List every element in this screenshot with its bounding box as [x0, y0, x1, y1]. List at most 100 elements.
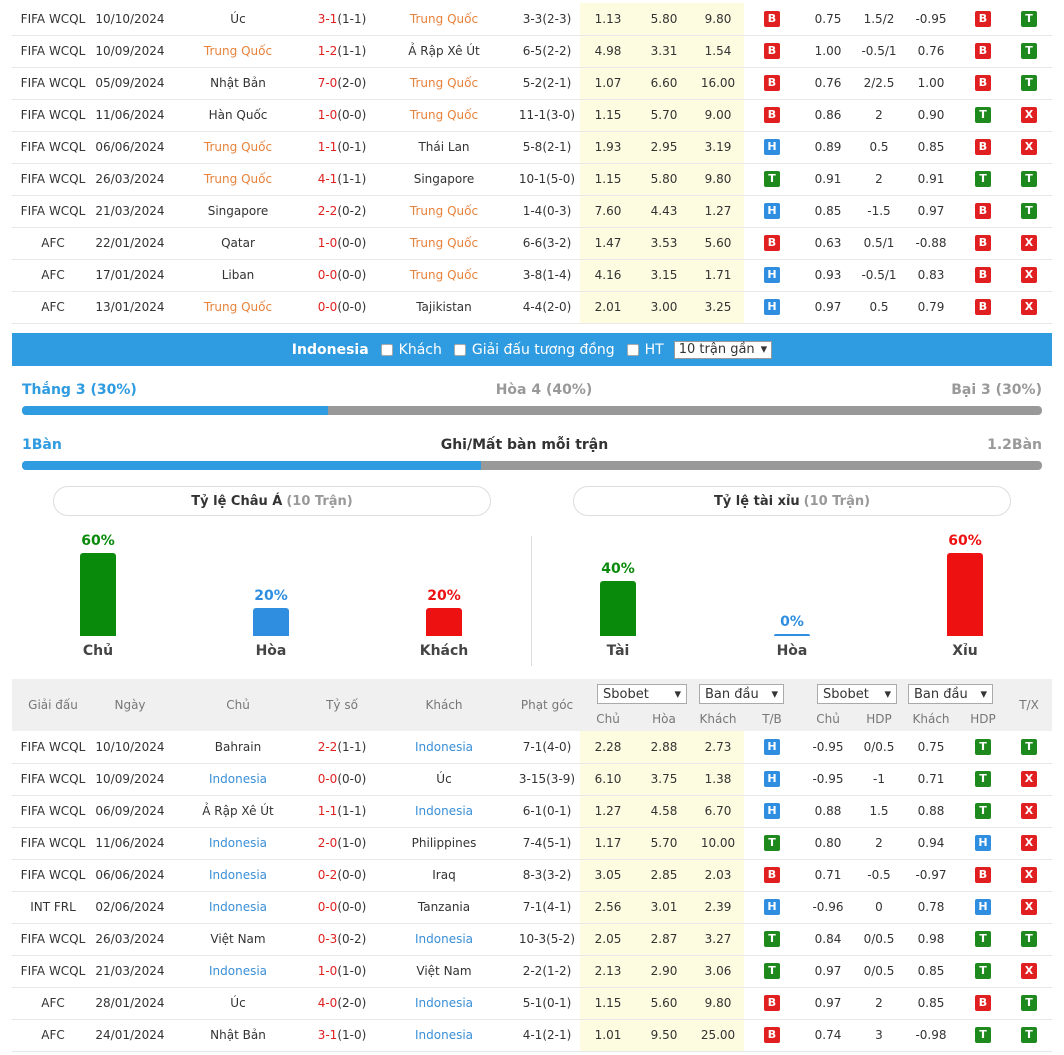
away-cell: Úc: [374, 763, 514, 796]
ou-odds-pill[interactable]: Tỷ lệ tài xỉu (10 Trận): [573, 486, 1011, 516]
hdp-result-cell: B: [960, 67, 1006, 100]
match-date: 02/06/2024: [95, 900, 165, 914]
ou-result-badge: T: [1021, 738, 1037, 755]
table-row: AFC 13/01/2024 Trung Quốc 0-0(0-0) Tajikista…: [12, 291, 1052, 324]
half-score: (0-0): [337, 268, 367, 282]
hdp-home-cell: 0.84: [800, 923, 856, 956]
hdp-away-cell: 0.85: [902, 955, 960, 988]
hdp-home: 1.00: [814, 44, 842, 58]
hdp-line: -0.5/1: [861, 44, 897, 58]
table-row: FIFA WCQL 11/06/2024 Hàn Quốc 1-0(0-0) Trung…: [12, 99, 1052, 132]
odds-draw: 5.80: [650, 172, 678, 186]
odds-away: 10.00: [700, 836, 736, 850]
odds-home-cell: 2.05: [580, 923, 636, 956]
away-cell: Indonesia: [374, 923, 514, 956]
result-badge: B: [764, 10, 780, 27]
hdp-away-cell: 0.83: [902, 259, 960, 292]
asia-odds-pill[interactable]: Tỷ lệ Châu Á (10 Trận): [53, 486, 491, 516]
ou-result-cell: X: [1006, 131, 1052, 164]
ht-checkbox[interactable]: [626, 343, 639, 356]
result-cell: B: [744, 99, 800, 132]
result-badge: H: [764, 771, 780, 787]
corner-score: 10-1(5-0): [518, 172, 576, 186]
chart-divider: [531, 536, 532, 666]
home-team: Bahrain: [214, 739, 262, 754]
odds-company-select[interactable]: Sbobet ▾: [597, 684, 687, 704]
corner-cell: 4-4(2-0): [514, 291, 580, 324]
hdp-result-cell: B: [960, 131, 1006, 164]
result-cell: H: [744, 291, 800, 324]
odds-home-cell: 1.17: [580, 827, 636, 860]
ou-result-cell: X: [1006, 763, 1052, 796]
odds-away-cell: 25.00: [692, 1019, 744, 1052]
full-score: 0-0: [317, 300, 338, 314]
hdr-hdp: HDP: [866, 712, 892, 726]
away-team: Trung Quốc: [409, 76, 479, 90]
match-date: 10/09/2024: [95, 772, 165, 786]
hdp-line: 0.5: [869, 300, 889, 314]
score-cell: 1-0(0-0): [310, 99, 374, 132]
full-score: 0-0: [317, 900, 338, 914]
odds-home: 1.15: [594, 172, 622, 186]
result-cell: H: [744, 195, 800, 228]
hdp-company-select[interactable]: Sbobet ▾: [817, 684, 897, 704]
hdp-line-cell: 1.5: [856, 795, 902, 828]
hdp-result-cell: T: [960, 1019, 1006, 1052]
hdp-result-badge: B: [975, 867, 991, 883]
hdr-odds-home: Chủ: [596, 712, 620, 726]
home-cell: Indonesia: [166, 859, 310, 892]
ou-result-cell: X: [1006, 259, 1052, 292]
odds-type-select[interactable]: Ban đầu ▾: [699, 684, 784, 704]
hdp-type-value: Ban đầu: [914, 686, 968, 702]
away-checkbox[interactable]: [380, 343, 393, 356]
away-cell: Philippines: [374, 827, 514, 860]
league-cell: FIFA WCQL: [12, 955, 94, 988]
home-cell: Qatar: [166, 227, 310, 260]
league-name: FIFA WCQL: [20, 204, 86, 218]
league-cell: FIFA WCQL: [12, 859, 94, 892]
ou-result-cell: T: [1006, 67, 1052, 100]
hdp-result-badge: H: [975, 835, 991, 851]
odds-home-cell: 1.27: [580, 795, 636, 828]
odds-home-cell: 3.05: [580, 859, 636, 892]
result-badge: B: [764, 107, 780, 123]
match-date: 06/09/2024: [95, 804, 165, 818]
league-name: FIFA WCQL: [20, 836, 86, 850]
hdp-result-badge: T: [975, 1027, 991, 1043]
hdp-home-cell: 1.00: [800, 35, 856, 68]
home-cell: Liban: [166, 259, 310, 292]
corner-score: 7-1(4-0): [522, 739, 572, 754]
score-cell: 4-0(2-0): [310, 987, 374, 1020]
score-cell: 0-0(0-0): [310, 259, 374, 292]
result-cell: B: [744, 987, 800, 1020]
hdr-date: Ngày: [114, 698, 146, 712]
hdp-away-cell: 0.90: [902, 99, 960, 132]
bar-percent: 60%: [81, 533, 115, 549]
goals-summary: 1Bàn Ghi/Mất bàn mỗi trận 1.2Bàn: [22, 437, 1042, 453]
filter-bar: Indonesia Khách Giải đấu tương đồng HT 1…: [12, 333, 1052, 366]
corner-cell: 6-6(3-2): [514, 227, 580, 260]
hdp-line-cell: -0.5: [856, 859, 902, 892]
bar-label: Xỉu: [952, 643, 978, 659]
odds-home-cell: 1.93: [580, 131, 636, 164]
hdp-home-cell: 0.88: [800, 795, 856, 828]
ou-result-cell: X: [1006, 291, 1052, 324]
same-league-checkbox[interactable]: [453, 343, 466, 356]
odds-away: 1.54: [704, 44, 732, 58]
ou-result-badge: X: [1021, 803, 1037, 819]
date-cell: 26/03/2024: [94, 923, 166, 956]
hdp-type-select[interactable]: Ban đầu ▾: [908, 684, 993, 704]
away-team: Trung Quốc: [409, 108, 479, 122]
full-score: 3-1: [317, 11, 338, 26]
result-cell: T: [744, 923, 800, 956]
match-count-select[interactable]: 10 trận gần ▾: [673, 340, 773, 359]
hdp-away: 0.75: [917, 739, 945, 754]
score-cell: 0-0(0-0): [310, 763, 374, 796]
asia-odds-label: Tỷ lệ Châu Á: [191, 493, 283, 509]
hdp-home-cell: 0.86: [800, 99, 856, 132]
home-cell: Ả Rập Xê Út: [166, 795, 310, 828]
half-score: (0-0): [337, 868, 367, 882]
hdp-result-badge: T: [975, 171, 991, 187]
bar-percent: 0%: [780, 614, 804, 630]
home-team: Indonesia: [208, 868, 268, 882]
